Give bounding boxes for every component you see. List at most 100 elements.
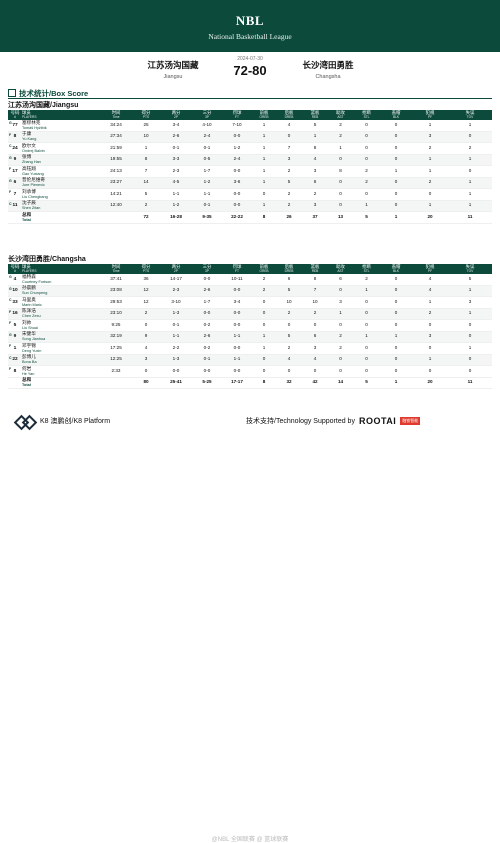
player-row[interactable]: F 16 陈泽浩 Chen Zexu 23:10 2 1-3 0-0 0-0 0 2 2 1 0 0 2 1 <box>8 308 492 320</box>
player-row[interactable]: F 1 邓宇锦 Deng Yuxin 17:25 4 2-2 0-2 0-0 1 2 3 2 0 0 0 1 <box>8 343 492 355</box>
stat-p3: 0-0 <box>203 310 211 316</box>
total-reb: 37 <box>312 213 318 219</box>
total-pts: 80 <box>143 379 149 385</box>
stat-pf: 0 <box>428 321 432 327</box>
player-row[interactable]: F 17 高钰翔 Gao Yuxiang 24:13 7 2-3 1-7 0-0 1 2 3 8 2 1 1 0 <box>8 166 492 178</box>
column-label-en: BLK <box>392 114 400 119</box>
stat-ft: 2-4 <box>233 156 241 162</box>
stat-tov: 0 <box>468 356 472 362</box>
player-row[interactable]: C 11 沈子辰 Shen Zitan 12:40 2 1-2 0-1 0-0 1 2 3 0 1 0 1 1 <box>8 200 492 212</box>
player-row[interactable]: G 9 张博 Zhang Han 19:55 8 3-3 0-5 2-4 1 3 4 0 0 0 1 1 <box>8 154 492 166</box>
stat-ast: 6 <box>339 275 342 281</box>
player-position: F <box>9 132 12 137</box>
away-team[interactable]: 长沙湾田勇胜 Changsha <box>283 59 373 80</box>
player-row[interactable]: F 8 于康 Yu Kang 27:34 10 2-6 2-4 0-0 1 0 1 2 0 0 3 0 <box>8 131 492 143</box>
stat-p3: 0-0 <box>203 367 211 373</box>
stat-dreb: 0 <box>287 133 291 139</box>
column-header: 抢断 STL <box>353 110 380 120</box>
platform-label: K8 澳鹏创/K8 Platform <box>40 418 111 425</box>
player-name-en: Marin Maric <box>22 302 42 307</box>
total-p2: 25-41 <box>170 379 182 385</box>
total-number <box>8 212 22 223</box>
player-name: 刘承博 Liu Chengbang <box>22 189 100 200</box>
rootai-logo: ROOTAI <box>358 416 397 426</box>
jersey-number-value: 4 <box>13 276 17 282</box>
player-name-en: Ondrej Balvin <box>22 148 45 153</box>
column-label-en: AST <box>337 114 344 119</box>
jersey-number-value: 22 <box>12 357 18 363</box>
stat-ft: 1-1 <box>233 333 241 339</box>
stat-pts: 10 <box>143 133 149 139</box>
total-tov: 11 <box>467 379 473 385</box>
stat-stl: 0 <box>365 190 368 196</box>
box-score-icon <box>8 89 16 97</box>
player-row[interactable]: F 5 刘帅 Liu Shuai 9:25 0 0-1 0-2 0-0 0 0 0 0 0 0 0 0 <box>8 320 492 332</box>
player-name-en: Shen Zitan <box>22 206 41 211</box>
total-dreb: 32 <box>286 379 292 385</box>
total-oreb: 8 <box>262 213 266 219</box>
stat-reb: 4 <box>313 356 317 362</box>
stat-time: 27:34 <box>110 133 122 139</box>
player-row[interactable]: G 9 宋健华 Song Jianhua 32:19 9 1-1 2-6 1-1 1 5 6 2 1 1 3 0 <box>8 331 492 343</box>
stat-oreb: 1 <box>262 121 266 127</box>
player-row[interactable]: F 7 刘承博 Liu Chengbang 14:21 5 1-1 1-1 0-0 0 2 2 0 0 0 0… <box>8 189 492 201</box>
stat-p2: 4-5 <box>172 179 180 185</box>
column-label-en: DREB <box>284 114 294 119</box>
home-team-name: 江苏汤沟国藏 <box>147 60 199 70</box>
stat-ft: 0-0 <box>233 344 241 350</box>
player-row[interactable]: G 77 塞缪林克 Tomáš Hyžibík 34:24 25 3-4 4-10 7-10 1 4… <box>8 120 492 132</box>
stat-pf: 4 <box>428 287 432 293</box>
jersey-number-value: 1 <box>13 345 17 351</box>
stat-p3: 2-6 <box>203 333 211 339</box>
total-stl: 5 <box>365 213 368 219</box>
player-name-en: Song Jianhua <box>22 337 46 342</box>
stat-pts: 1 <box>144 144 148 150</box>
player-name: 福特森 Courtney Fortson <box>22 274 100 285</box>
player-row[interactable]: G 4 福特森 Courtney Fortson 37:41 36 14-17 0-0 10-1… <box>8 274 492 286</box>
stat-tov: 0 <box>468 167 472 173</box>
total-p3: 5-25 <box>202 379 212 385</box>
stat-tov: 1 <box>468 190 472 196</box>
stat-tov: 0 <box>468 367 472 373</box>
stat-ast: 8 <box>339 167 342 173</box>
player-row[interactable]: F 8 何岩 He Yan 2:33 0 0-0 0-0 0-0 0 0 0 0 0 0 0 0 <box>8 366 492 378</box>
stat-dreb: 4 <box>287 356 291 362</box>
player-position: G <box>9 286 12 291</box>
stat-pf: 1 <box>428 167 432 173</box>
player-row[interactable]: C 22 彭博儿 Bona Ba 12:25 3 1-3 0-1 1-1 0 4 4 0 0 0 1 0 <box>8 354 492 366</box>
away-team-city: Changsha <box>315 74 341 80</box>
player-row[interactable]: C 24 欧尔文 Ondrej Balvin 21:59 1 0-1 0-1 1-2 1 7 8 1 0 0… <box>8 143 492 155</box>
stat-time: 23:10 <box>110 310 122 316</box>
stat-blk: 1 <box>394 167 398 173</box>
jersey-number-value: 9 <box>13 157 17 163</box>
jersey-number: G 10 <box>8 286 22 297</box>
player-position: G <box>9 121 12 125</box>
player-row[interactable]: G 6 普伦尼维奇 Jure Plenevic 23:27 14 4-5 1-2 3-6 1 5 6 0… <box>8 177 492 189</box>
home-team[interactable]: 江苏汤沟国藏 Jiangsu <box>128 59 218 80</box>
player-name: 陈泽浩 Chen Zexu <box>22 309 100 320</box>
player-row[interactable]: G 10 孙晨鹏 Sun Chunpeng 23:08 12 2-3 2-6 0-0 2 5 7 0 1 0… <box>8 285 492 297</box>
column-label-en: PTS <box>142 268 150 273</box>
section-divider <box>8 98 492 99</box>
stat-blk: 0 <box>394 156 398 162</box>
stat-p3: 0-1 <box>203 356 211 362</box>
player-row[interactable]: C 33 马里奥 Marin Maric 29:53 12 3-10 1-7 3-4 0 10 10 3… <box>8 297 492 309</box>
k8-logo-icon <box>13 414 38 431</box>
stat-stl: 1 <box>365 333 368 339</box>
column-header: 盖帽 BLK <box>380 110 412 120</box>
stat-oreb: 0 <box>262 298 266 304</box>
stat-pts: 36 <box>143 275 149 281</box>
column-header: 篮板 REB <box>302 264 328 274</box>
column-label-en: PTS <box>142 114 150 119</box>
stat-ft: 10-11 <box>231 275 243 281</box>
stat-pts: 7 <box>144 167 148 173</box>
stat-stl: 2 <box>365 167 368 173</box>
jersey-number: G 77 <box>8 120 22 131</box>
stat-ft: 1-1 <box>233 356 241 362</box>
jersey-number: F 16 <box>8 309 22 320</box>
match-date: 2024-07-30 <box>237 56 263 62</box>
stat-p3: 1-7 <box>203 167 211 173</box>
stat-blk: 0 <box>394 202 398 208</box>
stat-pf: 2 <box>428 179 432 185</box>
player-name-en: Zhang Han <box>22 160 41 165</box>
